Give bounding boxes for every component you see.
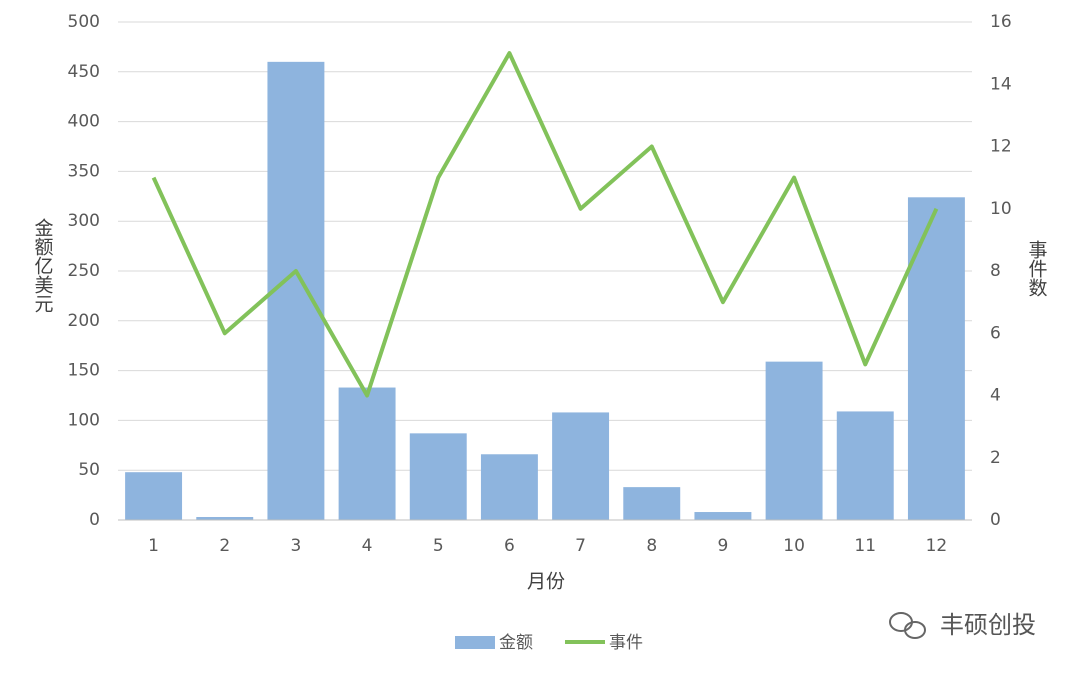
y2-tick-label: 10 — [990, 199, 1012, 219]
bar — [694, 512, 752, 520]
x-tick-label: 8 — [646, 536, 657, 556]
line — [151, 51, 939, 398]
watermark-icon — [889, 612, 926, 639]
bar — [623, 487, 681, 520]
bar — [267, 61, 325, 521]
bar — [409, 433, 467, 520]
y-tick-label: 0 — [89, 510, 100, 530]
y2-tick-label: 0 — [990, 510, 1001, 530]
x-tick-label: 2 — [219, 536, 230, 556]
x-tick-label: 4 — [362, 536, 373, 556]
y2-tick-label: 4 — [990, 386, 1001, 406]
x-tick-label: 5 — [433, 536, 444, 556]
watermark: 丰硕创投 — [940, 611, 1036, 639]
y-tick-label: 50 — [78, 460, 100, 480]
x-tick-label: 11 — [854, 536, 876, 556]
bar — [552, 412, 610, 520]
bar — [338, 387, 396, 520]
y2-tick-label: 2 — [990, 448, 1001, 468]
y-tick-label: 450 — [68, 62, 100, 82]
y-tick-label: 200 — [68, 311, 100, 331]
y2-tick-label: 8 — [990, 261, 1001, 281]
x-tick-label: 9 — [718, 536, 729, 556]
bar — [196, 517, 254, 520]
y-tick-label: 150 — [68, 361, 100, 381]
y2-tick-label: 16 — [990, 12, 1012, 32]
bar — [836, 411, 894, 520]
bar — [765, 361, 823, 520]
bar — [907, 197, 965, 520]
legend-swatch — [455, 636, 495, 649]
x-tick-label: 7 — [575, 536, 586, 556]
y-tick-label: 400 — [68, 112, 100, 132]
bar — [125, 472, 183, 520]
y-tick-label: 300 — [68, 211, 100, 231]
legend-label: 事件 — [609, 633, 643, 653]
y-tick-label: 100 — [68, 410, 100, 430]
y2-tick-label: 12 — [990, 137, 1012, 157]
y-axis-label: 金额亿美元 — [32, 218, 54, 313]
y2-tick-label: 6 — [990, 323, 1001, 343]
x-tick-label: 10 — [783, 536, 805, 556]
x-axis-label: 月份 — [527, 571, 565, 593]
legend-label: 金额 — [499, 633, 533, 653]
y-tick-label: 250 — [68, 261, 100, 281]
x-tick-label: 12 — [926, 536, 948, 556]
x-tick-label: 3 — [291, 536, 302, 556]
x-tick-label: 6 — [504, 536, 515, 556]
y2-axis-label: 事件数 — [1026, 240, 1048, 297]
y-tick-label: 350 — [68, 161, 100, 181]
x-tick-label: 1 — [148, 536, 159, 556]
y2-tick-label: 14 — [990, 74, 1012, 94]
y-tick-label: 500 — [68, 12, 100, 32]
bar — [480, 454, 538, 520]
